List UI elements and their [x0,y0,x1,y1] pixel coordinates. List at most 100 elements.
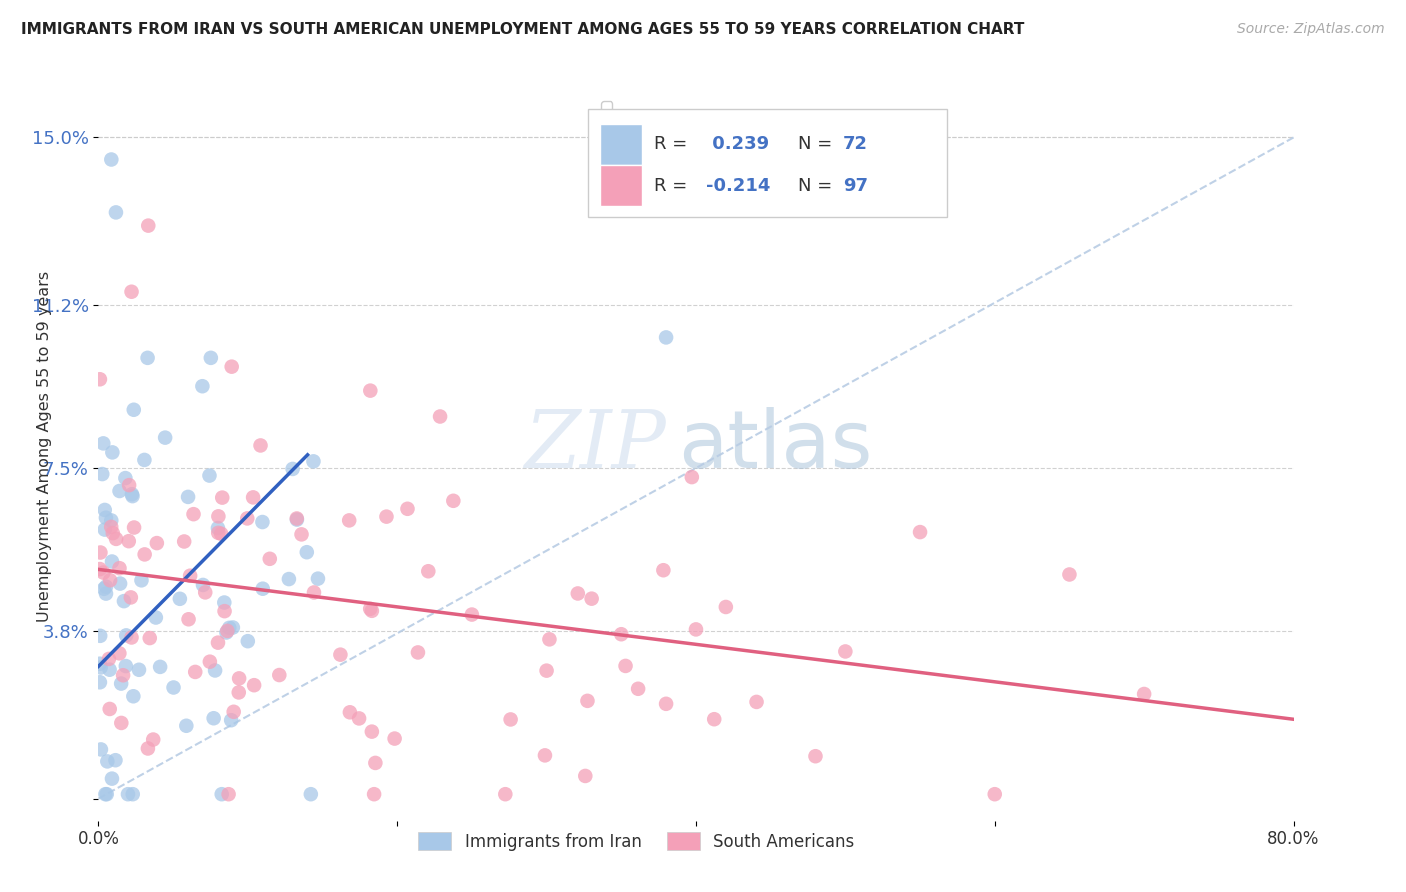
Point [142,732,165,747]
Point [1133,687,1156,701]
Point [94,523,117,537]
Point [93,582,115,596]
Point [114,659,136,673]
Point [100,153,122,167]
Point [494,787,516,801]
Text: N =: N = [797,135,838,153]
Point [281,462,304,476]
Point [120,591,142,605]
FancyBboxPatch shape [600,165,643,206]
Point [94,503,117,517]
Point [204,664,226,678]
Point [94,586,117,600]
Text: Unemployment Among Ages 55 to 59 years: Unemployment Among Ages 55 to 59 years [37,270,52,622]
Point [198,468,221,483]
Point [90,660,112,674]
Point [179,568,201,582]
Point [97,652,120,666]
Point [146,536,169,550]
Point [149,660,172,674]
Point [94,787,117,801]
Point [198,655,221,669]
Point [307,572,329,586]
Point [574,769,596,783]
FancyBboxPatch shape [589,109,948,218]
Text: Source: ZipAtlas.com: Source: ZipAtlas.com [1237,22,1385,37]
Point [219,713,242,727]
Point [277,572,299,586]
Point [269,668,291,682]
Point [295,545,318,559]
Point [136,741,159,756]
Point [685,623,707,637]
Point [94,580,117,594]
Point [169,591,191,606]
Point [131,574,153,588]
Text: ZIP: ZIP [524,408,666,484]
Point [134,453,156,467]
Point [285,513,308,527]
Point [429,409,451,424]
Point [162,681,184,695]
Point [834,644,856,658]
Point [112,668,135,682]
Text: 72: 72 [844,135,868,153]
Point [122,520,145,534]
Point [108,576,131,591]
Point [211,787,233,801]
Point [112,594,135,608]
Point [118,534,141,549]
Point [176,719,198,733]
Point [360,604,382,618]
Point [221,359,243,374]
Point [100,513,122,527]
Point [122,402,145,417]
Point [177,612,200,626]
Point [96,755,118,769]
Point [177,490,200,504]
Point [534,748,557,763]
Point [122,690,145,704]
Point [202,711,225,725]
Point [359,602,381,616]
Point [1059,567,1081,582]
Point [101,772,124,786]
Point [243,678,266,692]
Point [101,526,124,541]
Point [209,526,232,541]
Point [359,384,381,398]
Point [347,711,370,725]
Point [396,501,419,516]
Text: R =: R = [654,177,693,195]
Point [228,672,250,686]
Text: atlas: atlas [678,407,872,485]
Point [222,705,245,719]
Point [184,665,207,679]
Point [136,351,159,365]
Point [329,648,352,662]
Point [364,756,387,770]
Point [100,520,122,534]
Point [121,787,143,801]
Text: IMMIGRANTS FROM IRAN VS SOUTH AMERICAN UNEMPLOYMENT AMONG AGES 55 TO 59 YEARS CO: IMMIGRANTS FROM IRAN VS SOUTH AMERICAN U… [21,22,1025,37]
Point [242,491,264,505]
Point [252,515,274,529]
Point [118,478,141,492]
Point [536,664,558,678]
Point [134,548,156,562]
Point [714,599,737,614]
Point [384,731,406,746]
Point [121,285,143,299]
Point [114,471,136,485]
Point [91,436,114,450]
Point [98,702,121,716]
Point [375,509,398,524]
Point [252,582,274,596]
Point [339,706,361,720]
Point [302,454,325,468]
Point [90,742,112,756]
Point [207,635,229,649]
Point [703,712,725,726]
Point [139,631,162,645]
Point [115,628,138,642]
